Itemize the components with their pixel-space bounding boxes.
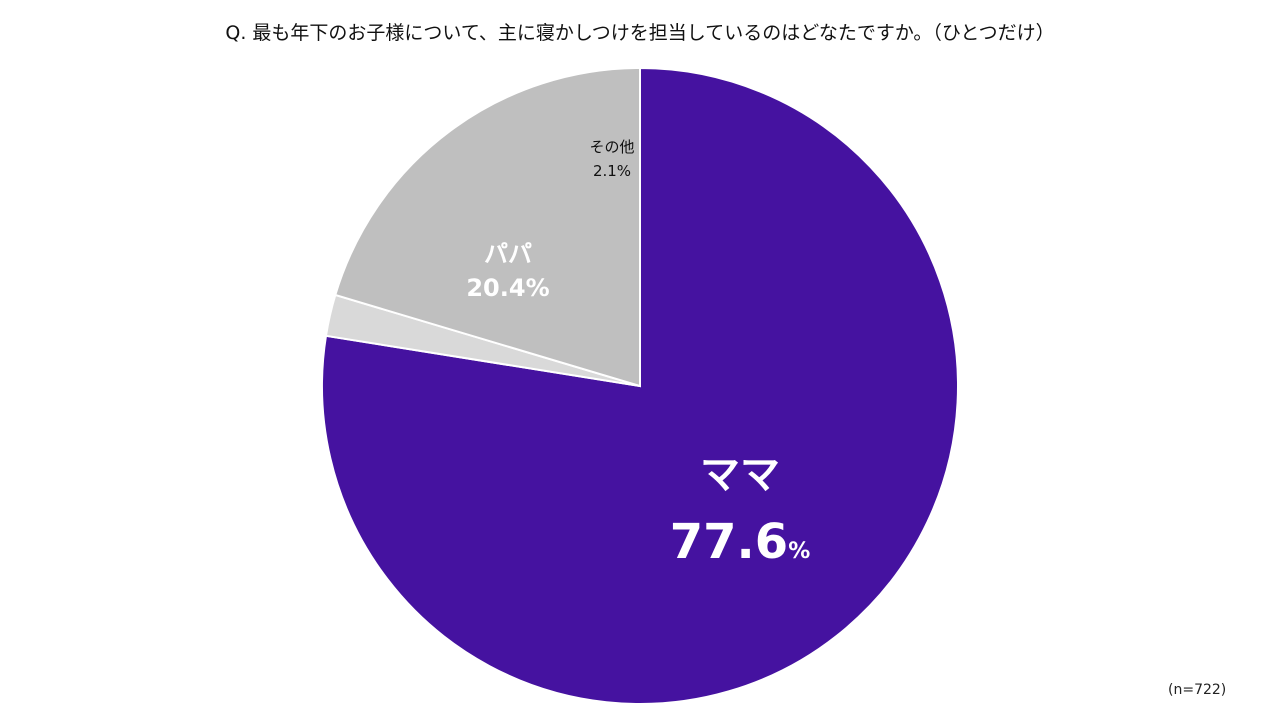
slice-label-name-2: パパ — [484, 240, 532, 268]
pie-slice-2 — [334, 66, 641, 388]
pie-slices — [321, 66, 959, 705]
sample-size-note: (n=722) — [1168, 682, 1227, 698]
slice-label-value-0: 77.6% — [670, 514, 810, 570]
chart-title: Q. 最も年下のお子様について、主に寝かしつけを担当しているのはどなたですか。（… — [225, 22, 1055, 44]
slice-label-name-0: ママ — [700, 452, 780, 498]
slice-label-name-1: その他 — [589, 138, 634, 156]
slice-label-value-2: 20.4% — [466, 274, 549, 302]
slice-label-value-1: 2.1% — [593, 162, 631, 180]
pie-labels: ママ 77.6% その他 2.1% パパ 20.4% — [466, 138, 810, 570]
